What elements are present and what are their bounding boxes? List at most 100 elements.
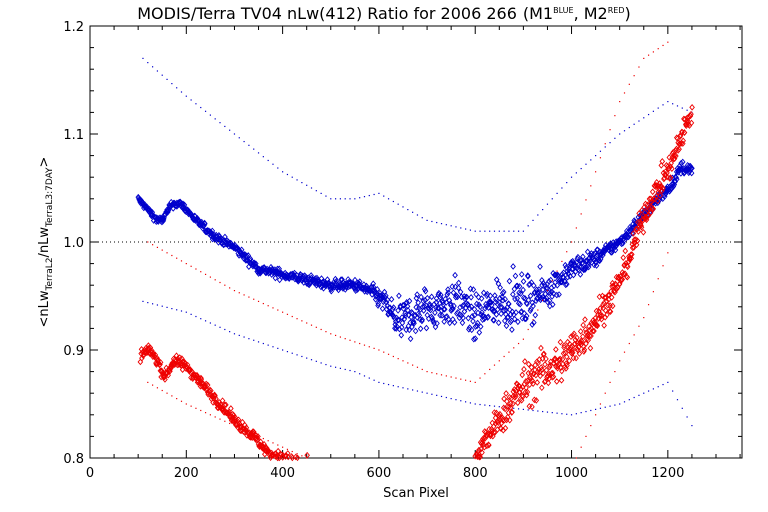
data-point bbox=[564, 362, 570, 369]
data-point bbox=[594, 322, 601, 330]
bound-point-lower bbox=[204, 412, 207, 414]
data-point bbox=[227, 414, 233, 421]
bound-point-lower bbox=[570, 414, 573, 416]
data-point bbox=[492, 414, 499, 422]
data-point bbox=[677, 131, 684, 139]
bound-point-upper bbox=[556, 192, 558, 194]
bound-point-lower bbox=[522, 408, 524, 410]
bound-point-upper bbox=[349, 198, 351, 200]
bound-point-upper bbox=[200, 106, 202, 109]
data-point bbox=[604, 311, 610, 319]
bound-point-upper bbox=[542, 299, 544, 301]
bound-point-lower bbox=[590, 425, 592, 427]
bound-point-lower bbox=[209, 414, 211, 416]
bound-point-upper bbox=[359, 342, 361, 345]
bound-point-lower bbox=[200, 409, 202, 412]
bound-point-lower bbox=[262, 342, 264, 345]
bound-point-upper bbox=[195, 103, 197, 105]
data-point bbox=[431, 319, 437, 327]
bound-point-upper bbox=[556, 270, 558, 272]
data-point bbox=[222, 233, 228, 241]
bound-point-lower bbox=[647, 304, 650, 306]
bound-point-lower bbox=[253, 433, 255, 435]
data-point bbox=[541, 350, 547, 358]
bound-point-upper bbox=[248, 144, 250, 146]
bound-point-lower bbox=[628, 399, 630, 401]
bound-point-upper bbox=[585, 163, 587, 165]
y-label-close: > bbox=[37, 157, 52, 168]
data-point bbox=[368, 283, 375, 290]
data-point bbox=[522, 358, 528, 365]
bound-point-lower bbox=[426, 392, 428, 394]
bound-point-lower bbox=[224, 420, 226, 422]
data-point bbox=[668, 159, 674, 167]
data-point bbox=[562, 281, 569, 289]
data-point bbox=[519, 371, 526, 379]
data-point bbox=[416, 312, 423, 319]
data-point bbox=[491, 409, 498, 416]
data-point bbox=[616, 280, 623, 288]
bound-point-upper bbox=[407, 209, 409, 211]
data-point bbox=[634, 237, 641, 245]
data-point bbox=[523, 312, 530, 320]
bound-point-upper bbox=[330, 198, 332, 200]
data-point bbox=[468, 294, 474, 301]
bound-point-lower bbox=[623, 351, 626, 353]
bound-point-upper bbox=[267, 159, 269, 162]
data-point bbox=[541, 281, 548, 289]
data-point bbox=[597, 255, 604, 263]
bound-point-upper bbox=[455, 226, 457, 228]
data-point bbox=[517, 290, 524, 297]
data-point bbox=[542, 295, 548, 303]
bound-point-lower bbox=[296, 453, 298, 455]
data-point bbox=[562, 349, 569, 357]
bound-point-upper bbox=[282, 311, 284, 313]
data-point bbox=[551, 282, 557, 290]
data-point bbox=[457, 288, 464, 296]
bound-point-lower bbox=[517, 408, 520, 410]
data-point bbox=[455, 284, 462, 292]
data-point bbox=[633, 241, 640, 249]
data-point bbox=[580, 253, 586, 261]
data-point bbox=[543, 284, 550, 292]
bound-point-upper bbox=[373, 347, 375, 349]
data-point bbox=[147, 344, 154, 351]
data-point bbox=[409, 323, 415, 331]
data-point bbox=[515, 300, 522, 307]
bound-point-lower bbox=[200, 318, 202, 320]
bound-point-upper bbox=[508, 230, 510, 232]
data-point bbox=[679, 128, 686, 136]
data-point bbox=[496, 299, 503, 307]
data-point bbox=[507, 404, 514, 412]
bound-point-upper bbox=[546, 290, 549, 292]
data-point bbox=[669, 165, 675, 172]
bound-point-upper bbox=[662, 44, 664, 47]
data-point bbox=[471, 311, 478, 319]
data-point bbox=[406, 297, 413, 305]
bound-point-lower bbox=[498, 406, 500, 408]
data-point bbox=[492, 292, 498, 299]
bound-point-upper bbox=[440, 374, 443, 376]
data-point bbox=[381, 288, 388, 296]
data-point bbox=[673, 174, 679, 181]
data-point bbox=[513, 282, 520, 290]
data-point bbox=[511, 315, 518, 323]
data-point bbox=[642, 200, 649, 208]
data-point bbox=[452, 293, 459, 301]
data-point bbox=[476, 329, 483, 336]
data-point bbox=[451, 319, 458, 326]
data-point bbox=[506, 416, 513, 424]
data-point bbox=[510, 400, 516, 407]
data-point bbox=[356, 278, 363, 285]
data-point bbox=[544, 280, 551, 288]
bound-point-upper bbox=[392, 200, 394, 203]
bound-point-lower bbox=[556, 412, 558, 414]
data-point bbox=[502, 424, 509, 432]
data-point bbox=[596, 293, 603, 301]
data-point bbox=[527, 307, 534, 314]
data-point bbox=[680, 137, 686, 145]
bound-point-lower bbox=[599, 407, 602, 409]
data-point bbox=[521, 365, 527, 373]
bound-point-lower bbox=[647, 390, 650, 392]
data-point bbox=[581, 348, 587, 355]
